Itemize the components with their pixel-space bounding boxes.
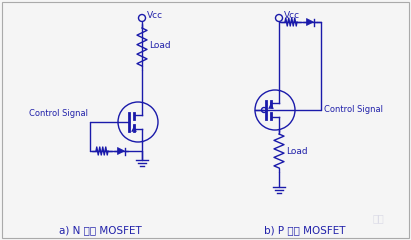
Text: b) P 沟道 MOSFET: b) P 沟道 MOSFET	[264, 225, 346, 235]
Polygon shape	[118, 148, 125, 155]
Text: Control Signal: Control Signal	[324, 106, 383, 114]
Text: Control Signal: Control Signal	[29, 109, 88, 118]
Text: a) N 沟道 MOSFET: a) N 沟道 MOSFET	[59, 225, 141, 235]
Text: Vcc: Vcc	[147, 11, 163, 19]
Text: Vcc: Vcc	[284, 11, 300, 19]
Text: Load: Load	[286, 146, 307, 156]
Text: 商箱: 商箱	[372, 213, 384, 223]
Polygon shape	[307, 18, 314, 25]
Text: Load: Load	[149, 42, 171, 50]
